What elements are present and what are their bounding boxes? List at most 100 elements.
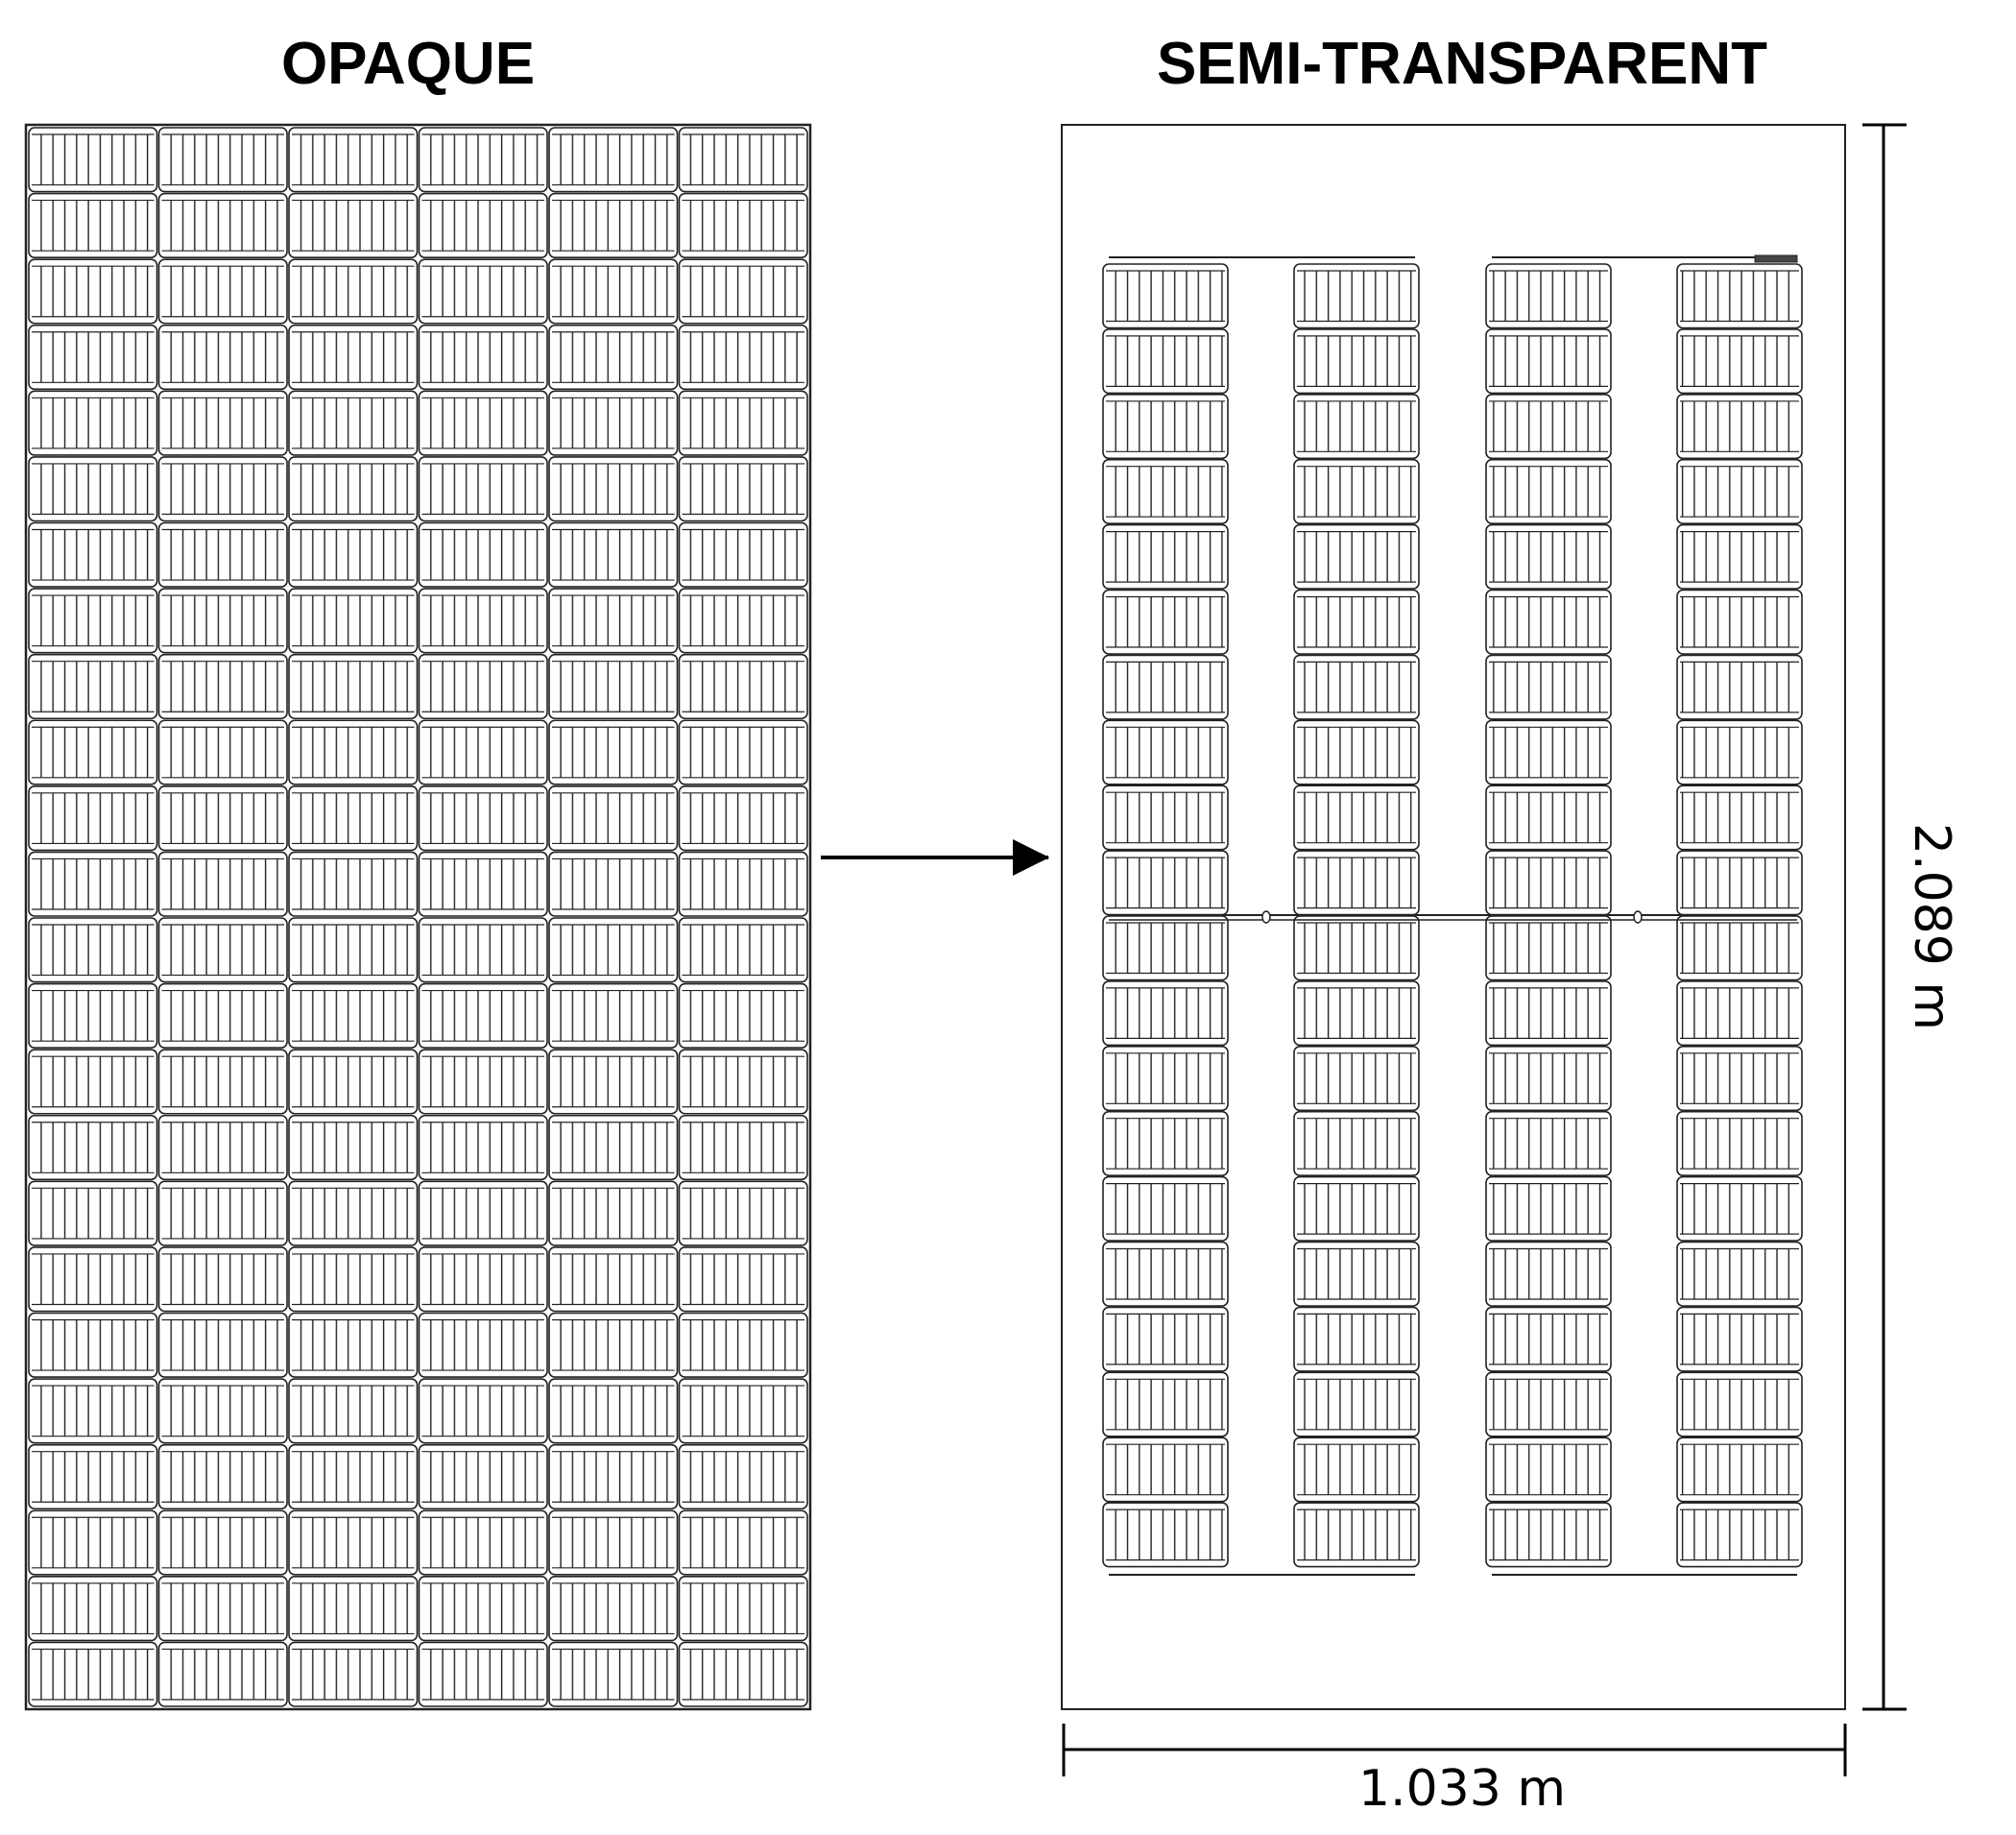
semi-transparent-cell: [1103, 851, 1228, 915]
opaque-cell: [289, 720, 418, 785]
opaque-cell: [549, 984, 678, 1049]
opaque-cell: [549, 1445, 678, 1509]
opaque-cell: [680, 457, 808, 521]
semi-transparent-cell: [1294, 1372, 1419, 1437]
opaque-cell: [289, 852, 418, 916]
opaque-cell: [680, 194, 808, 258]
semi-transparent-cell: [1677, 1243, 1802, 1307]
width-dimension: 1.033 m: [1064, 1724, 1845, 1818]
opaque-cell: [549, 194, 678, 258]
opaque-cell: [549, 128, 678, 192]
opaque-cell: [680, 326, 808, 390]
opaque-cell: [680, 1116, 808, 1180]
semi-transparent-cell: [1103, 720, 1228, 785]
semi-transparent-panel: [1062, 125, 1845, 1709]
opaque-cell: [420, 852, 548, 916]
semi-transparent-cell: [1103, 395, 1228, 459]
semi-transparent-cell: [1486, 851, 1611, 915]
opaque-cell: [29, 984, 157, 1049]
opaque-cell: [159, 391, 288, 455]
opaque-cell: [159, 1445, 288, 1509]
semi-transparent-cell: [1103, 591, 1228, 655]
height-dimension: 2.089 m: [1862, 125, 1960, 1709]
opaque-cell: [289, 1642, 418, 1706]
opaque-cell: [420, 1181, 548, 1245]
opaque-cell: [549, 1577, 678, 1641]
opaque-cell: [420, 523, 548, 588]
semi-transparent-cell: [1294, 1437, 1419, 1502]
semi-transparent-cell: [1103, 655, 1228, 719]
opaque-cell: [549, 1116, 678, 1180]
semi-transparent-cell: [1486, 1112, 1611, 1176]
opaque-cell: [159, 1510, 288, 1575]
semi-transparent-cell: [1103, 1047, 1228, 1111]
opaque-cell: [289, 1445, 418, 1509]
arrow-head: [1013, 839, 1049, 876]
opaque-cell: [420, 918, 548, 982]
opaque-cell: [680, 1577, 808, 1641]
semi-transparent-cell: [1677, 525, 1802, 590]
opaque-cell: [159, 655, 288, 719]
opaque-cell: [549, 391, 678, 455]
opaque-cell: [29, 1642, 157, 1706]
semi-transparent-cell: [1677, 720, 1802, 785]
opaque-cell: [159, 786, 288, 851]
semi-transparent-cell: [1486, 264, 1611, 328]
semi-transparent-cell: [1677, 591, 1802, 655]
opaque-cell: [680, 1642, 808, 1706]
semi-transparent-cell: [1294, 1177, 1419, 1242]
opaque-cell: [159, 1116, 288, 1180]
opaque-cell: [29, 194, 157, 258]
opaque-cell: [159, 852, 288, 916]
opaque-cell: [420, 1445, 548, 1509]
opaque-cell: [680, 1510, 808, 1575]
opaque-cell: [29, 326, 157, 390]
semi-transparent-cell: [1677, 264, 1802, 328]
middle-ribbon-junction-left: [1262, 911, 1270, 923]
opaque-cell: [289, 589, 418, 653]
opaque-cell: [289, 194, 418, 258]
semi-transparent-cell: [1103, 525, 1228, 590]
opaque-cell: [420, 128, 548, 192]
opaque-cell: [420, 1577, 548, 1641]
opaque-cell: [289, 523, 418, 588]
semi-transparent-cell: [1677, 981, 1802, 1046]
opaque-cell: [289, 259, 418, 324]
opaque-cell: [159, 589, 288, 653]
opaque-cell: [680, 655, 808, 719]
opaque-cell: [29, 1379, 157, 1443]
semi-transparent-cell: [1677, 329, 1802, 394]
opaque-cell: [29, 918, 157, 982]
semi-transparent-cell: [1294, 525, 1419, 590]
opaque-cell: [289, 655, 418, 719]
middle-ribbon-junction-right: [1634, 911, 1642, 923]
width-label: 1.033 m: [1358, 1760, 1566, 1818]
opaque-cell: [420, 655, 548, 719]
semi-transparent-cell: [1294, 1243, 1419, 1307]
semi-transparent-cell: [1677, 1503, 1802, 1567]
semi-transparent-title: SEMI-TRANSPARENT: [1157, 31, 1767, 97]
semi-transparent-cell: [1103, 1503, 1228, 1567]
semi-transparent-cell: [1103, 916, 1228, 980]
opaque-cell: [549, 720, 678, 785]
opaque-cell: [289, 326, 418, 390]
opaque-cell: [159, 523, 288, 588]
opaque-cell: [289, 1050, 418, 1114]
semi-transparent-cell: [1677, 1437, 1802, 1502]
opaque-cell: [680, 259, 808, 324]
opaque-cell: [29, 852, 157, 916]
semi-transparent-cell: [1677, 395, 1802, 459]
opaque-cell: [420, 457, 548, 521]
height-label: 2.089 m: [1903, 823, 1960, 1030]
opaque-cell: [549, 655, 678, 719]
opaque-cell: [680, 852, 808, 916]
semi-transparent-cell: [1294, 1112, 1419, 1176]
opaque-cell: [159, 128, 288, 192]
semi-transparent-cell: [1103, 1243, 1228, 1307]
semi-transparent-cell: [1486, 395, 1611, 459]
opaque-cell: [29, 655, 157, 719]
semi-transparent-cell: [1294, 720, 1419, 785]
semi-transparent-cell: [1294, 591, 1419, 655]
semi-transparent-cell: [1294, 655, 1419, 719]
